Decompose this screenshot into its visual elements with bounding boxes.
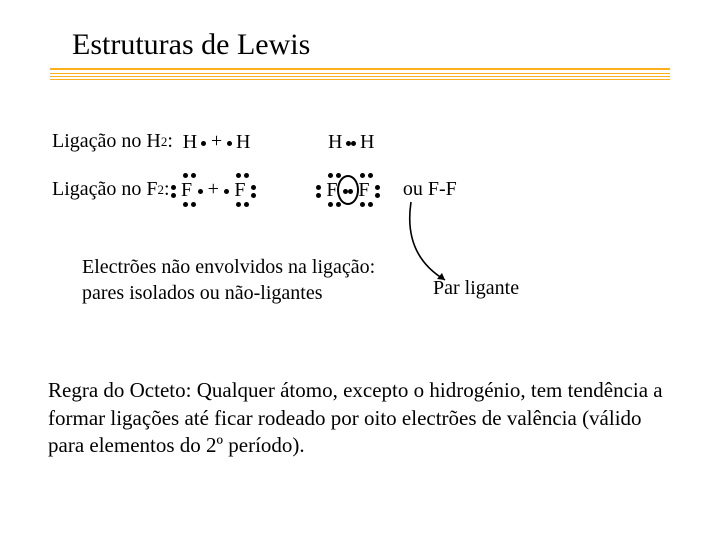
atom-symbol: H xyxy=(360,131,374,153)
underline-line-4 xyxy=(50,79,670,80)
electron-dot xyxy=(375,193,380,198)
electron-dot xyxy=(375,185,380,190)
plus-sign: + xyxy=(208,178,219,201)
electron-dot xyxy=(244,173,249,178)
atom-symbol: H xyxy=(183,131,197,153)
electron-dot xyxy=(201,141,206,146)
h2-bond-pair xyxy=(344,132,358,152)
lone-pair-note: Electrões não envolvidos na ligação: par… xyxy=(82,255,382,306)
electron-dot xyxy=(183,202,188,207)
row-h2-label-post: : xyxy=(167,130,173,153)
electron-dot xyxy=(183,173,188,178)
atom-symbol: F xyxy=(326,179,337,201)
electron-dot xyxy=(224,189,229,194)
electron-dot xyxy=(360,202,365,207)
title-underline xyxy=(50,68,670,80)
electron-dot xyxy=(368,202,373,207)
electron-dot xyxy=(328,173,333,178)
atom-symbol: H xyxy=(236,131,250,153)
f2-alt-label: ou F-F xyxy=(403,178,457,201)
electron-dot xyxy=(236,202,241,207)
electron-dot xyxy=(171,185,176,190)
electron-dot xyxy=(191,202,196,207)
electron-dot xyxy=(191,173,196,178)
h2-reactant-left: H xyxy=(181,132,199,152)
atom-symbol: H xyxy=(328,131,342,153)
plus-sign: + xyxy=(211,130,222,153)
atom-symbol: F xyxy=(234,179,245,201)
f2-reactant-left: F xyxy=(178,180,196,200)
electron-dot xyxy=(328,202,333,207)
underline-line-3 xyxy=(50,76,670,77)
h2-product-left: H xyxy=(326,132,344,152)
electron-dot xyxy=(198,189,203,194)
octet-rule-text: Regra do Octeto: Qualquer átomo, excepto… xyxy=(48,377,676,460)
row-f2: Ligação no F 2 : F + F F xyxy=(52,178,457,201)
f2-product-right: F xyxy=(355,180,373,200)
electron-dot xyxy=(227,141,232,146)
page-title: Estruturas de Lewis xyxy=(72,28,310,62)
electron-dot xyxy=(244,202,249,207)
underline-line-2 xyxy=(50,73,670,74)
electron-dot xyxy=(360,173,365,178)
electron-dot xyxy=(336,202,341,207)
electron-dot xyxy=(316,193,321,198)
row-f2-label-post: : xyxy=(164,178,170,201)
electron-dot xyxy=(336,173,341,178)
underline-line-1 xyxy=(50,68,670,70)
electron-dot xyxy=(251,193,256,198)
f2-reactant-right: F xyxy=(231,180,249,200)
electron-dot xyxy=(316,185,321,190)
electron-dot xyxy=(236,173,241,178)
bond-pair-label: Par ligante xyxy=(433,277,519,300)
row-h2: Ligação no H 2 : H + H H H xyxy=(52,130,376,153)
f2-bond-pair xyxy=(341,180,355,200)
electron-dot xyxy=(171,193,176,198)
atom-symbol: F xyxy=(358,179,369,201)
h2-reactant-right: H xyxy=(234,132,252,152)
electron-dot xyxy=(348,189,353,194)
h2-product-right: H xyxy=(358,132,376,152)
row-f2-label-pre: Ligação no F xyxy=(52,178,158,201)
row-h2-label-pre: Ligação no H xyxy=(52,130,161,153)
electron-dot xyxy=(351,141,356,146)
atom-symbol: F xyxy=(181,179,192,201)
electron-dot xyxy=(251,185,256,190)
electron-dot xyxy=(368,173,373,178)
